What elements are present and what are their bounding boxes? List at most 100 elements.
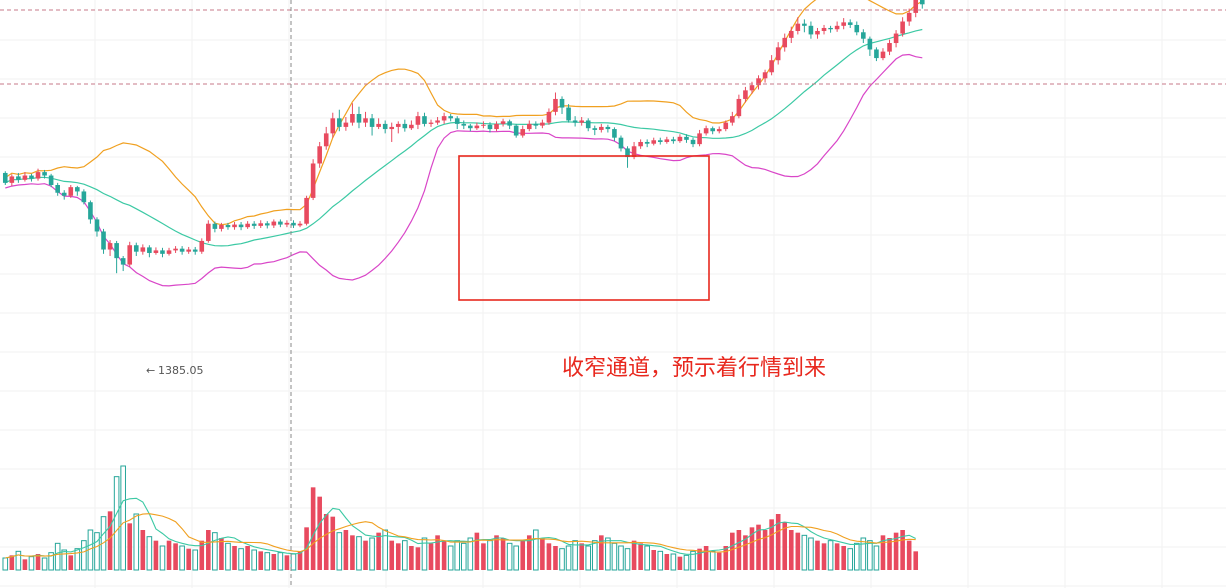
candle-body [756, 78, 761, 86]
candle-body [474, 125, 480, 129]
volume-bar [376, 532, 381, 570]
volume-bar [350, 535, 355, 570]
volume-bar [782, 522, 788, 570]
candle-body [212, 223, 218, 229]
candle-body [526, 123, 532, 130]
volume-bar [815, 540, 820, 570]
volume-bar [736, 530, 742, 570]
volume-bar [769, 519, 774, 570]
candle-body [363, 118, 368, 123]
candle-body [376, 123, 381, 127]
volume-bar [258, 551, 264, 570]
volume-bar [336, 532, 343, 571]
candle-body [782, 37, 788, 48]
candle-body [120, 258, 126, 265]
candle-body [350, 114, 355, 123]
candle-body [828, 27, 833, 30]
candle-body [592, 128, 598, 130]
volume-bar [290, 553, 297, 571]
candle-body [389, 126, 395, 130]
volume-bar [723, 546, 729, 570]
candle-body [677, 136, 683, 142]
candle-body [448, 116, 453, 119]
candle-body [710, 128, 715, 132]
volume-bar [297, 551, 303, 570]
candle-body [94, 219, 100, 232]
volume-bar [159, 545, 166, 571]
candle-body [919, 0, 925, 5]
volume-bar [540, 538, 545, 570]
candle-body [107, 243, 113, 250]
volume-bar [48, 552, 54, 571]
candle-body [625, 148, 630, 158]
volume-bar [454, 540, 461, 571]
candle-body [775, 47, 781, 61]
volume-bar [801, 534, 808, 571]
candle-body [369, 118, 375, 127]
candle-body [147, 247, 152, 253]
volume-bar [264, 552, 271, 571]
candle-body [258, 223, 264, 226]
volume-bar [251, 549, 257, 571]
low-price-label: 1385.05 [158, 364, 204, 377]
candle-body [428, 122, 434, 124]
candle-body [487, 124, 493, 130]
volume-bar [709, 550, 716, 571]
annotation-text: 收窄通道，预示着行情到来 [562, 356, 827, 381]
candle-body [513, 125, 519, 136]
volume-bar [847, 548, 854, 571]
candle-body [271, 221, 277, 226]
candle-body [160, 250, 165, 254]
candle-body [618, 137, 624, 149]
volume-bar [611, 542, 618, 571]
candle-body [441, 116, 447, 121]
candle-body [435, 120, 440, 123]
candle-body [179, 248, 185, 252]
volume-bar [520, 540, 526, 570]
candle-body [599, 126, 604, 130]
candle-body [887, 43, 892, 52]
candle-body [500, 121, 506, 124]
candle-body [173, 248, 178, 251]
volume-bar [546, 543, 552, 570]
candle-body [88, 202, 93, 220]
candle-body [815, 30, 820, 35]
volume-bar [140, 530, 146, 570]
volume-bar [369, 537, 375, 571]
candle-body [821, 27, 827, 31]
candle-body [730, 116, 735, 123]
volume-bar [670, 553, 677, 571]
volume-bar [186, 548, 191, 570]
volume-bar [572, 540, 578, 571]
volume-bar [762, 530, 768, 570]
volume-bar [28, 556, 35, 571]
volume-bar [808, 537, 814, 571]
volume-bar [435, 535, 440, 570]
volume-bar [873, 545, 880, 571]
volume-bar [179, 545, 185, 571]
candle-body [566, 107, 571, 121]
candle-body [415, 116, 421, 125]
candle-body [284, 222, 290, 225]
volume-bar [94, 532, 100, 571]
volume-bar [382, 529, 388, 571]
volume-bar [749, 527, 755, 570]
volume-bar [238, 548, 244, 571]
candle-body [874, 49, 879, 59]
volume-bar [120, 465, 126, 571]
volume-bar [363, 540, 368, 570]
candle-body [29, 175, 34, 179]
volume-bar [389, 540, 395, 570]
volume-bar [821, 543, 827, 570]
volume-bar [310, 487, 316, 570]
candle-body [16, 176, 21, 180]
candle-body [68, 187, 74, 196]
candle-body [356, 114, 362, 123]
volume-bar [618, 545, 624, 571]
volume-bar [409, 546, 414, 570]
boll-lower-line [5, 53, 923, 287]
candle-body [42, 172, 47, 176]
candle-body [199, 240, 205, 252]
candle-body [232, 224, 237, 228]
